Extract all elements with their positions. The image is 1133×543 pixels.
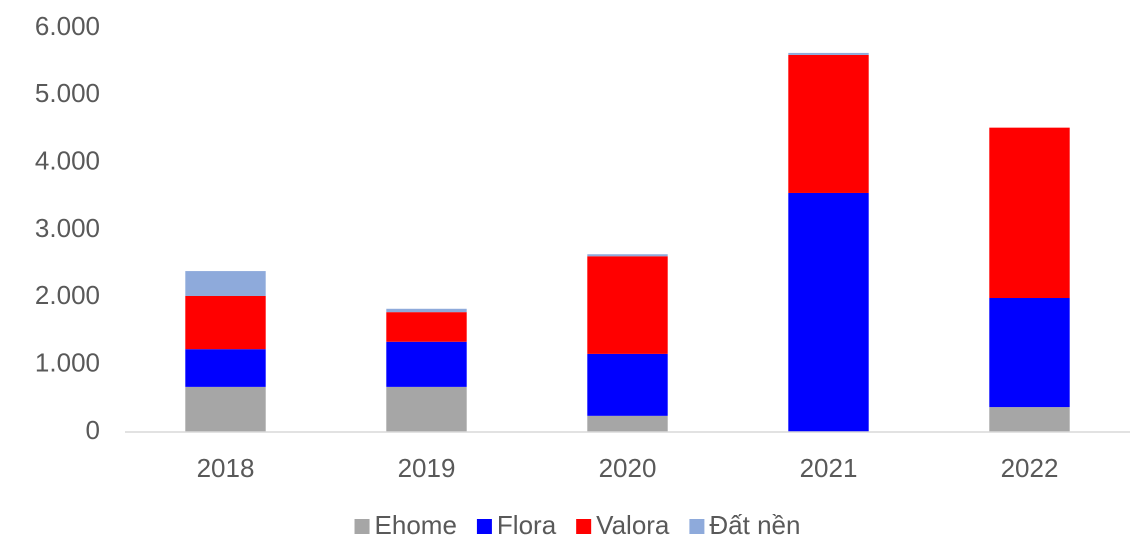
legend: Ehome Flora Valora Đất nền: [354, 510, 800, 540]
y-tick-label: 4.000: [35, 146, 100, 176]
x-tick-label: 2019: [398, 453, 456, 483]
bar-segment: [386, 308, 467, 313]
legend-swatch: [354, 519, 370, 534]
legend-swatch: [476, 519, 492, 534]
bar-segment: [386, 386, 467, 432]
legend-label: Đất nền: [709, 510, 800, 540]
x-tick-label: 2018: [197, 453, 255, 483]
bar-segment: [185, 295, 266, 350]
bar-segment: [587, 415, 668, 432]
bar-segment: [185, 271, 266, 296]
bar-segment: [386, 312, 467, 342]
legend-swatch: [689, 519, 705, 534]
bar-segment: [788, 52, 869, 55]
y-tick-label: 2.000: [35, 280, 100, 310]
bar-segment: [788, 54, 869, 193]
y-tick-label: 5.000: [35, 78, 100, 108]
x-tick-label: 2022: [1001, 453, 1059, 483]
legend-label: Flora: [497, 510, 557, 540]
bar-segment: [989, 127, 1070, 299]
bar-segment: [989, 298, 1070, 408]
y-tick-label: 1.000: [35, 348, 100, 378]
bar-segment: [587, 254, 668, 257]
bar-segment: [587, 353, 668, 416]
legend-label: Ehome: [375, 510, 457, 540]
x-tick-label: 2021: [800, 453, 858, 483]
x-tick-label: 2020: [599, 453, 657, 483]
y-tick-label: 3.000: [35, 213, 100, 243]
bar-segment: [185, 386, 266, 432]
legend-label: Valora: [596, 510, 670, 540]
y-tick-label: 0: [86, 415, 100, 445]
bar-segment: [989, 407, 1070, 432]
y-tick-label: 6.000: [35, 11, 100, 41]
bar-segment: [386, 341, 467, 387]
bar-segment: [185, 349, 266, 387]
legend-swatch: [576, 519, 592, 534]
bar-segment: [788, 192, 869, 432]
bar-segment: [587, 256, 668, 354]
